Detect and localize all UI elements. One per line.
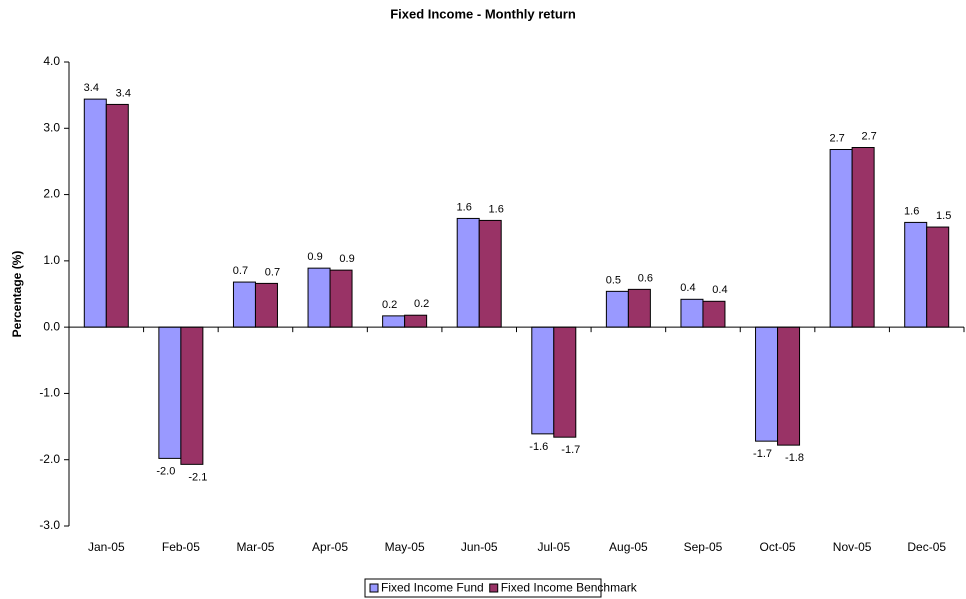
legend-label: Fixed Income Benchmark (501, 581, 638, 595)
value-label: 1.6 (489, 203, 504, 215)
x-tick-label: Feb-05 (162, 540, 200, 554)
value-label: 0.2 (414, 298, 429, 310)
x-tick-label: May-05 (385, 540, 425, 554)
value-label: 0.9 (307, 251, 322, 263)
y-tick-label: 2.0 (43, 187, 60, 201)
bar (254, 282, 278, 328)
value-label: 0.9 (339, 253, 354, 265)
y-tick-label: -3.0 (39, 518, 60, 532)
bar (702, 300, 726, 328)
bar (180, 326, 204, 465)
bar (627, 288, 651, 328)
bar (851, 147, 875, 328)
legend-swatch (369, 583, 379, 593)
value-label: 3.4 (116, 87, 131, 99)
value-label: 1.6 (457, 201, 472, 213)
x-tick-label: Sep-05 (684, 540, 723, 554)
value-label: 1.6 (904, 205, 919, 217)
x-tick-label: Aug-05 (609, 540, 648, 554)
y-tick-label: 4.0 (43, 54, 60, 68)
value-label: 1.5 (936, 210, 951, 222)
legend-swatch (489, 583, 499, 593)
y-tick-label: 0.0 (43, 319, 60, 333)
x-tick-label: Jun-05 (461, 540, 498, 554)
y-tick-label: 1.0 (43, 253, 60, 267)
bar (478, 219, 502, 328)
y-tick-label: -1.0 (39, 386, 60, 400)
x-tick-label: Mar-05 (236, 540, 274, 554)
value-label: 0.4 (712, 284, 727, 296)
value-label: -1.6 (529, 441, 548, 453)
value-label: 0.4 (680, 282, 695, 294)
chart-title: Fixed Income - Monthly return (390, 6, 576, 21)
bar (404, 314, 428, 328)
bar (829, 148, 853, 328)
bar (605, 290, 629, 328)
legend-box (364, 578, 602, 598)
y-tick-label: -2.0 (39, 452, 60, 466)
bar (926, 226, 950, 328)
legend-label: Fixed Income Fund (381, 581, 484, 595)
bar (553, 326, 577, 438)
x-tick-label: Oct-05 (760, 540, 796, 554)
bar (105, 103, 129, 328)
bar (382, 315, 406, 328)
x-tick-label: Dec-05 (907, 540, 946, 554)
bar (232, 281, 256, 328)
bar (777, 326, 801, 446)
y-axis-label: Percentage (%) (10, 251, 24, 338)
bar (680, 298, 704, 328)
value-label: 0.7 (265, 266, 280, 278)
value-label: -1.7 (561, 444, 580, 456)
bar (755, 326, 779, 442)
value-label: -2.1 (188, 471, 207, 483)
bar (83, 98, 107, 328)
bar (456, 217, 480, 328)
value-label: -2.0 (156, 465, 175, 477)
x-tick-label: Nov-05 (833, 540, 872, 554)
bar (329, 269, 353, 328)
value-label: 0.6 (638, 272, 653, 284)
value-label: 0.2 (382, 299, 397, 311)
value-label: 2.7 (861, 130, 876, 142)
x-tick-label: Apr-05 (312, 540, 348, 554)
value-label: 0.5 (606, 274, 621, 286)
value-label: -1.8 (785, 452, 804, 464)
x-tick-label: Jul-05 (537, 540, 570, 554)
bar (158, 326, 182, 459)
bar (531, 326, 555, 435)
value-label: 0.7 (233, 265, 248, 277)
value-label: -1.7 (753, 448, 772, 460)
x-tick-label: Jan-05 (88, 540, 125, 554)
value-label: 2.7 (829, 132, 844, 144)
y-tick-label: 3.0 (43, 120, 60, 134)
bar (904, 221, 928, 328)
value-label: 3.4 (84, 82, 99, 94)
bar (307, 267, 331, 328)
